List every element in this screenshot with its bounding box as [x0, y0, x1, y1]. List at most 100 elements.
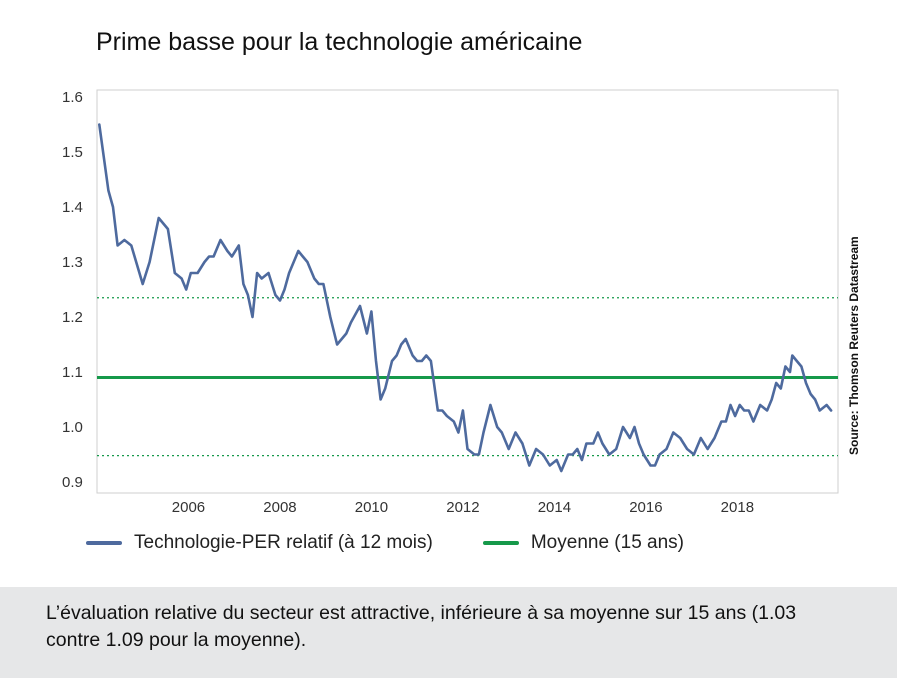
series-point — [729, 404, 731, 406]
series-point — [219, 239, 221, 241]
series-point — [384, 387, 386, 389]
series-point — [597, 431, 599, 433]
series-point — [478, 453, 480, 455]
series-point — [800, 365, 802, 367]
series-point — [725, 420, 727, 422]
x-tick-label: 2010 — [355, 499, 388, 516]
legend-label-series: Technologie-PER relatif (à 12 mois) — [134, 532, 433, 553]
series-point — [167, 228, 169, 230]
series-point — [665, 448, 667, 450]
series-point — [375, 360, 377, 362]
series-point — [405, 338, 407, 340]
series-point — [98, 123, 100, 125]
series-point — [180, 277, 182, 279]
series-point — [288, 272, 290, 274]
series-point — [283, 288, 285, 290]
x-tick-label: 2008 — [263, 499, 296, 516]
series-point — [752, 420, 754, 422]
series-point — [261, 277, 263, 279]
x-tick-label: 2016 — [629, 499, 662, 516]
x-axis: 2006 2008 2010 2012 2014 2016 2018 — [172, 499, 754, 516]
series-point — [789, 371, 791, 373]
series-point — [366, 332, 368, 334]
series-point — [654, 464, 656, 466]
footer-text: L’évaluation relative du secteur est att… — [46, 602, 797, 651]
series-point — [622, 426, 624, 428]
series-point — [350, 321, 352, 323]
series-point — [190, 272, 192, 274]
series-point — [784, 365, 786, 367]
series-point — [306, 261, 308, 263]
series-point — [256, 272, 258, 274]
series-point — [395, 354, 397, 356]
series-point — [238, 244, 240, 246]
x-tick-label: 2014 — [538, 499, 571, 516]
series-point — [391, 360, 393, 362]
series-point — [629, 437, 631, 439]
series-point — [796, 360, 798, 362]
series-point — [226, 250, 228, 252]
y-tick-label: 1.1 — [62, 364, 83, 381]
x-tick-label: 2006 — [172, 499, 205, 516]
series-point — [496, 426, 498, 428]
series-point — [521, 442, 523, 444]
series-point — [123, 239, 125, 241]
series-point — [148, 261, 150, 263]
series-point — [585, 442, 587, 444]
series-point — [501, 431, 503, 433]
series-point — [251, 316, 253, 318]
series-point — [615, 448, 617, 450]
series-point — [581, 459, 583, 461]
series-point — [482, 431, 484, 433]
y-tick-label: 1.2 — [62, 309, 83, 326]
series-point — [567, 453, 569, 455]
series-point — [318, 283, 320, 285]
series-point — [313, 277, 315, 279]
series-point — [457, 431, 459, 433]
legend-label-average: Moyenne (15 ans) — [530, 532, 685, 553]
series-point — [212, 255, 214, 257]
series-point — [416, 360, 418, 362]
series-point — [642, 453, 644, 455]
series-point — [370, 310, 372, 312]
series-point — [734, 415, 736, 417]
reference-lines — [97, 297, 838, 457]
chart-canvas: 0.9 1.0 1.1 1.2 1.3 1.4 1.5 1.6 2006 2008 2010 201… — [62, 89, 861, 516]
series-point — [107, 189, 109, 191]
series-point — [203, 261, 205, 263]
series-point — [549, 464, 551, 466]
series-point — [411, 354, 413, 356]
plot-area — [96, 89, 839, 494]
series-point — [231, 255, 233, 257]
series-point — [759, 404, 761, 406]
series-point — [425, 354, 427, 356]
series-point — [739, 404, 741, 406]
series-point — [379, 398, 381, 400]
series-point — [274, 294, 276, 296]
series-point — [601, 442, 603, 444]
series-point — [819, 409, 821, 411]
series-point — [805, 382, 807, 384]
chart-title: Prime basse pour la technologie américai… — [96, 28, 583, 56]
series-point — [514, 431, 516, 433]
series-point — [560, 470, 562, 472]
y-tick-label: 1.6 — [62, 89, 83, 106]
series-point — [208, 255, 210, 257]
series-point — [748, 409, 750, 411]
legend-item-series: Technologie-PER relatif (à 12 mois) — [86, 532, 433, 554]
series-point — [608, 453, 610, 455]
series-point — [293, 261, 295, 263]
x-tick-label: 2018 — [721, 499, 754, 516]
y-tick-label: 1.0 — [62, 419, 83, 436]
series-point — [508, 448, 510, 450]
series-point — [158, 217, 160, 219]
series-point — [542, 453, 544, 455]
series-point — [336, 343, 338, 345]
series-point — [279, 299, 281, 301]
y-tick-label: 1.4 — [62, 199, 83, 216]
series-point — [720, 420, 722, 422]
series-point — [267, 272, 269, 274]
footer-note: L’évaluation relative du secteur est att… — [0, 587, 897, 678]
series-point — [441, 409, 443, 411]
legend: Technologie-PER relatif (à 12 mois) Moye… — [86, 530, 684, 556]
